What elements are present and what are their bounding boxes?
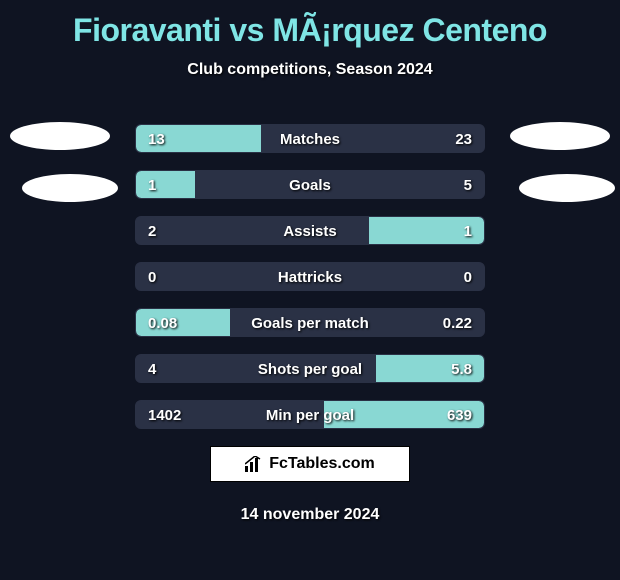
stat-value-right: 0.22 [443, 309, 472, 337]
player-left-avatar-2 [22, 174, 118, 202]
stats-container: 13Matches231Goals52Assists10Hattricks00.… [135, 124, 485, 446]
stat-value-left: 1402 [148, 401, 181, 429]
stat-row: 0.08Goals per match0.22 [135, 308, 485, 337]
stat-label: Hattricks [136, 263, 484, 291]
stat-value-right: 639 [447, 401, 472, 429]
stat-row: 2Assists1 [135, 216, 485, 245]
stat-value-left: 13 [148, 125, 165, 153]
chart-icon [245, 456, 263, 472]
stat-value-left: 0 [148, 263, 156, 291]
comparison-subtitle: Club competitions, Season 2024 [0, 61, 620, 79]
player-left-avatar-1 [10, 122, 110, 150]
stat-label: Shots per goal [136, 355, 484, 383]
player-right-avatar-1 [510, 122, 610, 150]
stat-label: Assists [136, 217, 484, 245]
attribution-text: FcTables.com [269, 455, 375, 473]
stat-row: 13Matches23 [135, 124, 485, 153]
stat-row: 4Shots per goal5.8 [135, 354, 485, 383]
stat-value-left: 4 [148, 355, 156, 383]
stat-label: Min per goal [136, 401, 484, 429]
player-right-avatar-2 [519, 174, 615, 202]
stat-value-right: 1 [464, 217, 472, 245]
stat-value-right: 5.8 [451, 355, 472, 383]
stat-value-right: 5 [464, 171, 472, 199]
stat-row: 1402Min per goal639 [135, 400, 485, 429]
comparison-date: 14 november 2024 [0, 506, 620, 524]
stat-row: 0Hattricks0 [135, 262, 485, 291]
stat-value-right: 0 [464, 263, 472, 291]
stat-label: Goals [136, 171, 484, 199]
stat-value-left: 2 [148, 217, 156, 245]
stat-label: Goals per match [136, 309, 484, 337]
stat-row: 1Goals5 [135, 170, 485, 199]
stat-label: Matches [136, 125, 484, 153]
stat-value-left: 1 [148, 171, 156, 199]
stat-value-left: 0.08 [148, 309, 177, 337]
attribution-badge[interactable]: FcTables.com [210, 446, 410, 482]
comparison-title: Fioravanti vs MÃ¡rquez Centeno [0, 0, 620, 49]
stat-value-right: 23 [455, 125, 472, 153]
